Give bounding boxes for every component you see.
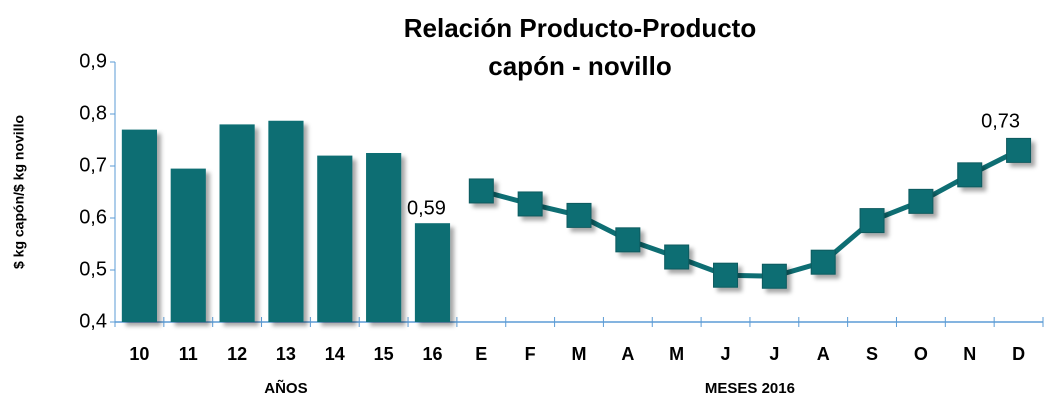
x-tick-label: O xyxy=(914,344,928,364)
y-tick-label: 0,8 xyxy=(79,102,107,124)
line xyxy=(480,148,1020,279)
y-axis-label: $ kg capón/$ kg novillo xyxy=(11,115,27,269)
bar xyxy=(170,168,206,322)
bar xyxy=(268,120,304,322)
marker xyxy=(957,162,983,188)
x-tick-label: 11 xyxy=(179,344,198,364)
x-tick-label: A xyxy=(817,344,830,364)
y-tick-label: 0,5 xyxy=(79,258,107,280)
x-tick-label: N xyxy=(963,344,976,364)
x-tick-label: S xyxy=(866,344,878,364)
x-tick-label: J xyxy=(769,344,779,364)
x-tick-label: 12 xyxy=(227,344,247,364)
marker xyxy=(468,178,494,204)
x-tick-label: M xyxy=(669,344,684,364)
marker xyxy=(713,262,739,288)
marker xyxy=(810,249,836,275)
x-tick-label: F xyxy=(525,344,536,364)
bar xyxy=(414,223,451,322)
marker xyxy=(1006,137,1032,163)
y-tick-label: 0,6 xyxy=(79,206,107,228)
y-tick-label: 0,4 xyxy=(79,310,107,332)
data-label: 0,59 xyxy=(407,197,446,219)
bar xyxy=(219,124,255,323)
x-tick-label: E xyxy=(475,344,487,364)
group-label: MESES 2016 xyxy=(705,380,795,397)
x-tick-label: D xyxy=(1012,344,1025,364)
x-tick-label: 13 xyxy=(276,344,296,364)
bar xyxy=(317,155,353,322)
x-tick-label: 16 xyxy=(422,344,442,364)
group-label: AÑOS xyxy=(264,379,307,397)
chart-title: Relación Producto-Producto xyxy=(404,13,756,43)
x-tick-label: 15 xyxy=(374,344,394,364)
x-tick-label: A xyxy=(621,344,634,364)
marker xyxy=(615,227,641,253)
marker xyxy=(908,188,934,214)
marker xyxy=(859,208,885,234)
chart-subtitle: capón - novillo xyxy=(488,51,671,81)
bar xyxy=(121,129,158,322)
x-tick-label: 14 xyxy=(325,344,345,364)
x-tick-label: 10 xyxy=(129,344,149,364)
marker xyxy=(566,202,592,228)
marker xyxy=(664,244,690,270)
marker xyxy=(517,191,543,217)
x-tick-label: M xyxy=(572,344,587,364)
marker xyxy=(761,263,787,289)
bar xyxy=(366,153,402,322)
y-tick-label: 0,9 xyxy=(79,50,107,72)
y-tick-label: 0,7 xyxy=(79,154,107,176)
x-tick-label: J xyxy=(721,344,731,364)
data-label: 0,73 xyxy=(981,111,1020,133)
